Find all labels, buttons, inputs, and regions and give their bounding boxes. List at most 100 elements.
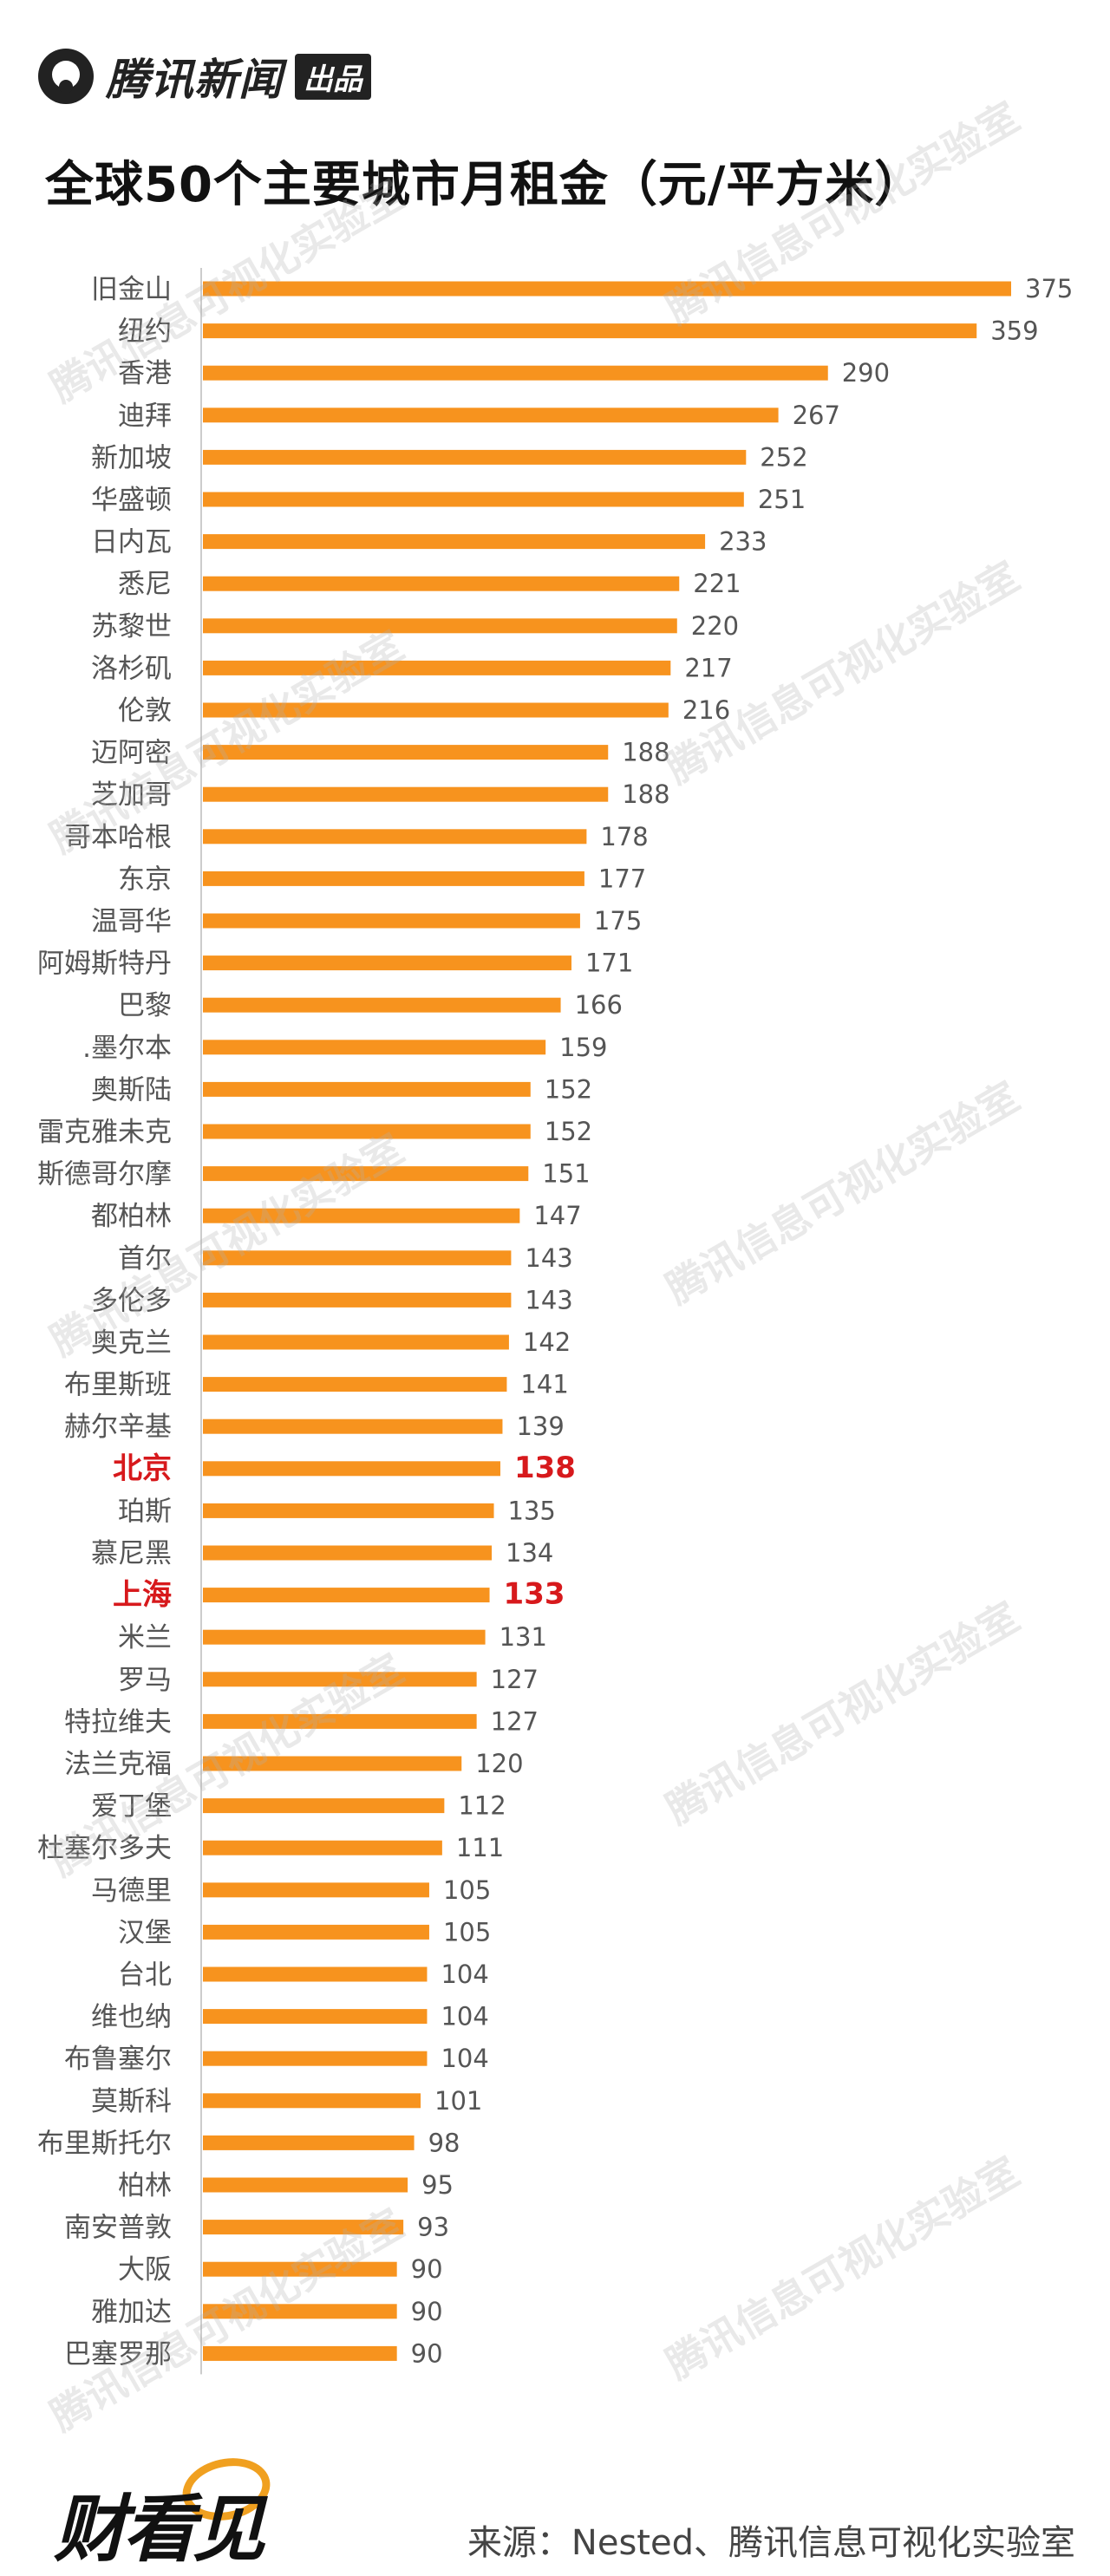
- category-label: 雷克雅未克: [37, 1117, 172, 1148]
- category-label: 巴黎: [118, 990, 172, 1021]
- category-label: 多伦多: [91, 1285, 172, 1316]
- category-label: 巴塞罗那: [64, 2338, 172, 2370]
- value-label: 177: [598, 864, 646, 893]
- value-label: 375: [1025, 274, 1073, 303]
- bar: [203, 702, 669, 718]
- value-label: 178: [600, 822, 648, 851]
- category-label: .墨尔本: [82, 1033, 172, 1064]
- category-label: 斯德哥尔摩: [37, 1159, 172, 1190]
- category-label: 纽约: [118, 316, 172, 348]
- category-label: 柏林: [118, 2170, 172, 2201]
- category-label: 布里斯班: [64, 1370, 172, 1401]
- category-label: 首尔: [118, 1243, 172, 1275]
- category-label: 华盛顿: [91, 485, 172, 516]
- bar: [203, 2051, 428, 2066]
- bar: [203, 1166, 529, 1182]
- source-note: 来源：Nested、腾讯信息可视化实验室: [467, 2523, 1075, 2563]
- value-label: 290: [842, 358, 890, 388]
- value-label: 141: [520, 1370, 568, 1399]
- value-label: 98: [428, 2128, 460, 2157]
- value-label: 105: [443, 1917, 491, 1947]
- value-label: 111: [456, 1833, 504, 1862]
- bar: [203, 2345, 397, 2361]
- category-label: 布里斯托尔: [37, 2128, 172, 2159]
- category-label: 悉尼: [118, 569, 172, 600]
- category-label: 米兰: [118, 1622, 172, 1653]
- bar: [203, 534, 706, 550]
- value-label: 90: [411, 2297, 443, 2326]
- value-label: 147: [533, 1201, 581, 1230]
- bar: [203, 829, 587, 845]
- value-label: 188: [622, 779, 669, 809]
- value-label: 95: [421, 2170, 454, 2200]
- bar: [203, 913, 580, 929]
- category-label: 布鲁塞尔: [64, 2044, 172, 2075]
- brand-logo-text: 腾讯新闻: [106, 55, 283, 105]
- bar: [203, 1334, 509, 1350]
- bar: [203, 1503, 494, 1518]
- category-label: 马德里: [91, 1875, 172, 1907]
- value-label: 159: [559, 1033, 607, 1062]
- bar: [203, 492, 744, 507]
- bar: [203, 1672, 477, 1687]
- bar: [203, 1966, 428, 1982]
- bar: [203, 365, 828, 381]
- bar: [203, 786, 609, 802]
- value-label: 120: [475, 1749, 523, 1778]
- bar: [203, 1250, 512, 1266]
- category-label: 洛杉矶: [91, 653, 172, 684]
- value-label: 152: [545, 1117, 592, 1146]
- category-label: 迈阿密: [91, 738, 172, 769]
- bar: [203, 955, 571, 971]
- bar: [203, 1040, 546, 1055]
- value-label: 133: [504, 1577, 565, 1612]
- bar: [203, 408, 779, 423]
- value-label: 93: [417, 2213, 449, 2242]
- value-label: 220: [691, 611, 739, 641]
- tencent-news-logo-icon: [38, 49, 94, 104]
- bar: [203, 745, 609, 760]
- bar: [203, 1545, 493, 1561]
- value-label: 138: [514, 1451, 576, 1485]
- category-label: 芝加哥: [91, 779, 172, 811]
- value-label: 152: [545, 1074, 592, 1104]
- category-label: 奥斯陆: [91, 1074, 172, 1105]
- bar: [203, 449, 747, 465]
- value-label: 221: [693, 569, 741, 598]
- category-label: 奥克兰: [91, 1327, 172, 1359]
- category-label: 伦敦: [118, 695, 172, 727]
- value-label: 171: [585, 949, 633, 978]
- bar: [203, 1124, 531, 1139]
- brand-logo: 腾讯新闻 出品: [38, 45, 371, 108]
- category-label: 哥本哈根: [64, 822, 172, 853]
- value-label: 142: [523, 1327, 571, 1357]
- value-label: 90: [411, 2254, 443, 2284]
- bar: [203, 2261, 397, 2277]
- value-label: 131: [500, 1622, 547, 1652]
- category-label: 雅加达: [91, 2297, 172, 2328]
- category-label: 上海: [113, 1578, 172, 1613]
- value-label: 104: [441, 1960, 488, 1989]
- bar: [203, 1377, 507, 1392]
- value-label: 252: [760, 442, 807, 472]
- value-label: 105: [443, 1875, 491, 1905]
- bar: [203, 1081, 531, 1097]
- bar: [203, 1713, 477, 1729]
- page-title: 全球50个主要城市月租金（元/平方米）: [45, 157, 924, 213]
- category-label: 香港: [118, 358, 172, 389]
- value-label: 188: [622, 738, 669, 767]
- category-label: 台北: [118, 1960, 172, 1991]
- bar: [203, 2220, 404, 2235]
- value-label: 135: [508, 1496, 556, 1525]
- bar: [203, 1756, 462, 1771]
- value-label: 139: [516, 1412, 564, 1441]
- value-label: 134: [506, 1538, 553, 1568]
- bar: [203, 1840, 442, 1855]
- category-label: 旧金山: [91, 274, 172, 305]
- bar: [203, 2009, 428, 2025]
- category-label: 杜塞尔多夫: [37, 1833, 172, 1864]
- value-label: 101: [434, 2086, 482, 2116]
- bar: [203, 997, 561, 1013]
- category-label: 赫尔辛基: [64, 1412, 172, 1443]
- value-label: 267: [793, 401, 840, 430]
